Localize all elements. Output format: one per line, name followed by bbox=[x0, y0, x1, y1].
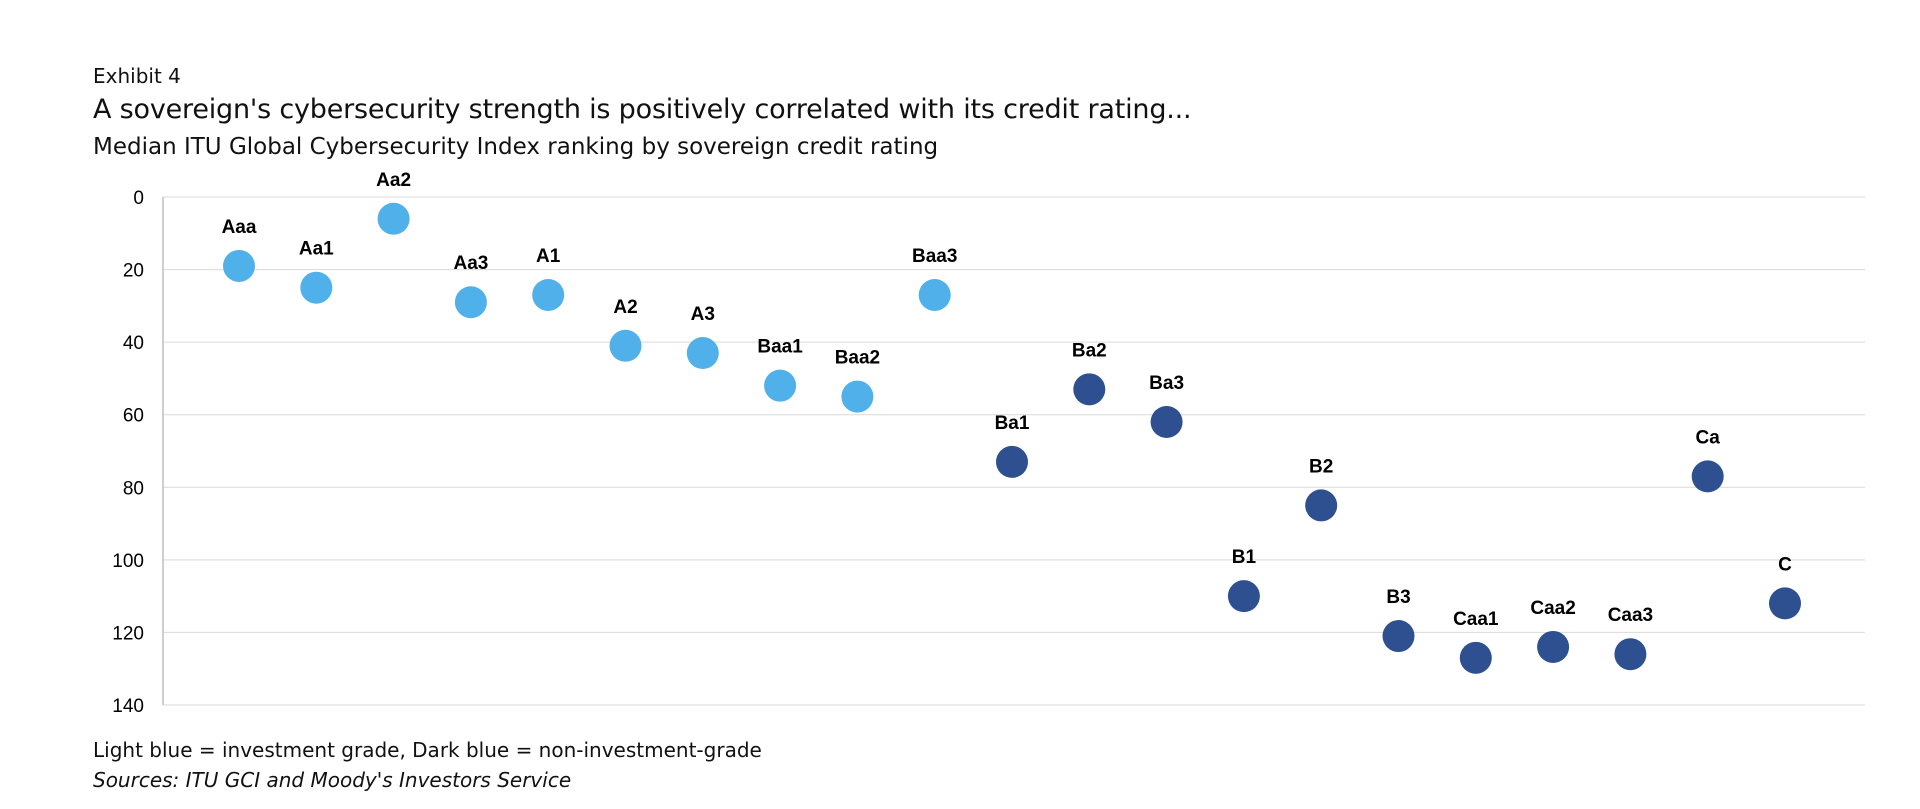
y-tick-label: 0 bbox=[133, 188, 144, 209]
data-point bbox=[686, 337, 719, 370]
data-label: Baa2 bbox=[835, 348, 880, 369]
y-tick-label: 20 bbox=[123, 261, 144, 282]
data-point bbox=[764, 369, 797, 402]
data-point bbox=[1227, 580, 1260, 613]
exhibit-label: Exhibit 4 bbox=[93, 64, 181, 88]
y-tick-label: 140 bbox=[112, 696, 144, 717]
chart-subtitle: Median ITU Global Cybersecurity Index ra… bbox=[93, 134, 939, 160]
data-label: Aa3 bbox=[453, 253, 488, 274]
data-point bbox=[996, 445, 1028, 478]
data-label: Aaa bbox=[222, 217, 257, 238]
data-label: Ca bbox=[1696, 427, 1721, 448]
data-point bbox=[223, 249, 255, 282]
data-label: A1 bbox=[536, 246, 561, 267]
data-label: Ba1 bbox=[995, 413, 1030, 434]
data-point bbox=[454, 286, 487, 319]
data-point bbox=[1691, 460, 1724, 493]
point-labels: Aaa Aa1 Aa2 Aa3 A1 A2 A3 Baa1 Baa2 Baa3 Ba1 Ba2 Ba3 B… bbox=[222, 170, 1793, 630]
data-point bbox=[1073, 373, 1106, 406]
y-tick-label: 100 bbox=[112, 551, 144, 572]
data-point bbox=[300, 271, 333, 304]
y-tick-label: 60 bbox=[123, 406, 144, 427]
data-label: B1 bbox=[1232, 547, 1257, 568]
data-label: Baa1 bbox=[757, 337, 803, 358]
data-label: Caa3 bbox=[1608, 605, 1653, 626]
data-label: Aa1 bbox=[299, 239, 334, 260]
data-point bbox=[1150, 405, 1183, 438]
y-tick-label: 120 bbox=[112, 623, 144, 644]
data-label: Caa2 bbox=[1530, 598, 1575, 619]
data-label: A3 bbox=[691, 304, 715, 325]
data-label: C bbox=[1778, 554, 1792, 575]
data-points bbox=[223, 202, 1801, 674]
data-point bbox=[1537, 630, 1570, 663]
data-point bbox=[841, 380, 874, 413]
data-label: Ba2 bbox=[1072, 340, 1107, 361]
data-point bbox=[1459, 641, 1492, 674]
data-label: Ba3 bbox=[1149, 373, 1184, 394]
data-label: Aa2 bbox=[376, 170, 411, 191]
data-label: B3 bbox=[1386, 587, 1410, 608]
y-axis: 0 20 40 60 80 100 120 140 bbox=[112, 188, 164, 717]
y-tick-label: 40 bbox=[123, 333, 144, 354]
gridlines bbox=[163, 196, 1865, 706]
data-label: Caa1 bbox=[1453, 609, 1499, 630]
data-point bbox=[1382, 620, 1415, 653]
data-label: Baa3 bbox=[912, 246, 957, 267]
data-point bbox=[377, 202, 410, 235]
data-label: B2 bbox=[1309, 456, 1333, 477]
y-tick-label: 80 bbox=[123, 478, 144, 499]
chart-title: A sovereign's cybersecurity strength is … bbox=[93, 94, 1192, 125]
legend-note: Light blue = investment grade, Dark blue… bbox=[93, 738, 762, 762]
data-point bbox=[1614, 638, 1647, 671]
source-note: Sources: ITU GCI and Moody's Investors S… bbox=[93, 768, 572, 792]
data-point bbox=[1305, 489, 1338, 522]
data-point bbox=[1769, 587, 1801, 620]
data-point bbox=[918, 278, 951, 311]
data-label: A2 bbox=[613, 297, 637, 318]
data-point bbox=[609, 329, 642, 362]
data-point bbox=[532, 278, 565, 311]
